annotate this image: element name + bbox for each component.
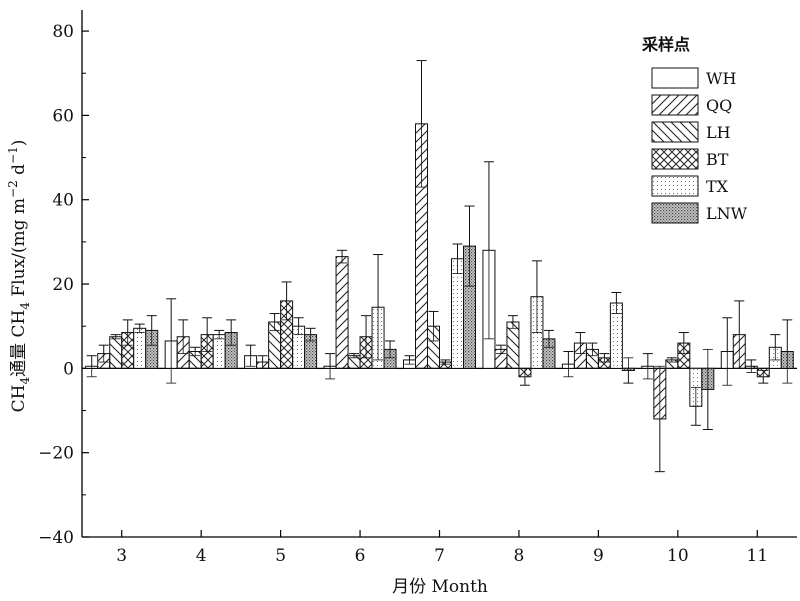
bar-tx-month-7 <box>451 258 464 369</box>
x-tick-label: 11 <box>746 546 768 566</box>
x-tick-label: 5 <box>275 546 286 566</box>
legend: 采样点 WH QQ LH BT TX LNW <box>641 35 748 224</box>
y-tick-label: 40 <box>52 191 74 211</box>
x-tick-label: 4 <box>196 546 207 566</box>
x-tick-label: 3 <box>116 546 127 566</box>
y-tick-label: −20 <box>38 444 74 464</box>
y-axis-label: CH4通量 CH4 Flux/(mg m−2 d−1) <box>6 140 32 413</box>
legend-swatch-lnw <box>651 202 699 224</box>
bar-tx-month-4 <box>212 334 226 369</box>
bar-tx-month-3 <box>133 327 147 369</box>
legend-swatch-bt <box>651 148 699 170</box>
legend-label-tx: TX <box>706 177 729 196</box>
legend-swatch-qq <box>651 94 699 116</box>
x-tick-label: 7 <box>434 546 445 566</box>
x-tick-label: 9 <box>593 546 604 566</box>
x-axis-label: 月份 Month <box>392 577 488 597</box>
legend-label-lh: LH <box>706 123 731 142</box>
y-tick-label: 60 <box>52 106 74 126</box>
y-tick-label: 20 <box>52 275 74 295</box>
bar-lh-month-8 <box>506 321 520 369</box>
legend-swatch-tx <box>651 175 699 197</box>
y-tick-label: 0 <box>63 359 74 379</box>
bar-qq-month-6 <box>335 256 349 369</box>
x-tick-label: 10 <box>667 546 689 566</box>
plot-area: −40 −20 0 20 40 60 80 3 4 5 6 7 8 9 10 11 <box>38 10 797 566</box>
legend-label-bt: BT <box>706 150 729 169</box>
legend-swatch-wh <box>651 67 699 89</box>
legend-label-lnw: LNW <box>706 204 748 223</box>
legend-swatch-lh <box>651 121 699 143</box>
x-tick-label: 8 <box>514 546 525 566</box>
legend-label-qq: QQ <box>706 96 732 115</box>
y-tick-label: 80 <box>52 22 74 42</box>
legend-label-wh: WH <box>706 69 736 88</box>
y-tick-label: −40 <box>38 528 74 548</box>
x-tick-label: 6 <box>355 546 366 566</box>
bar-lh-month-3 <box>109 336 123 369</box>
legend-title: 采样点 <box>641 35 690 54</box>
